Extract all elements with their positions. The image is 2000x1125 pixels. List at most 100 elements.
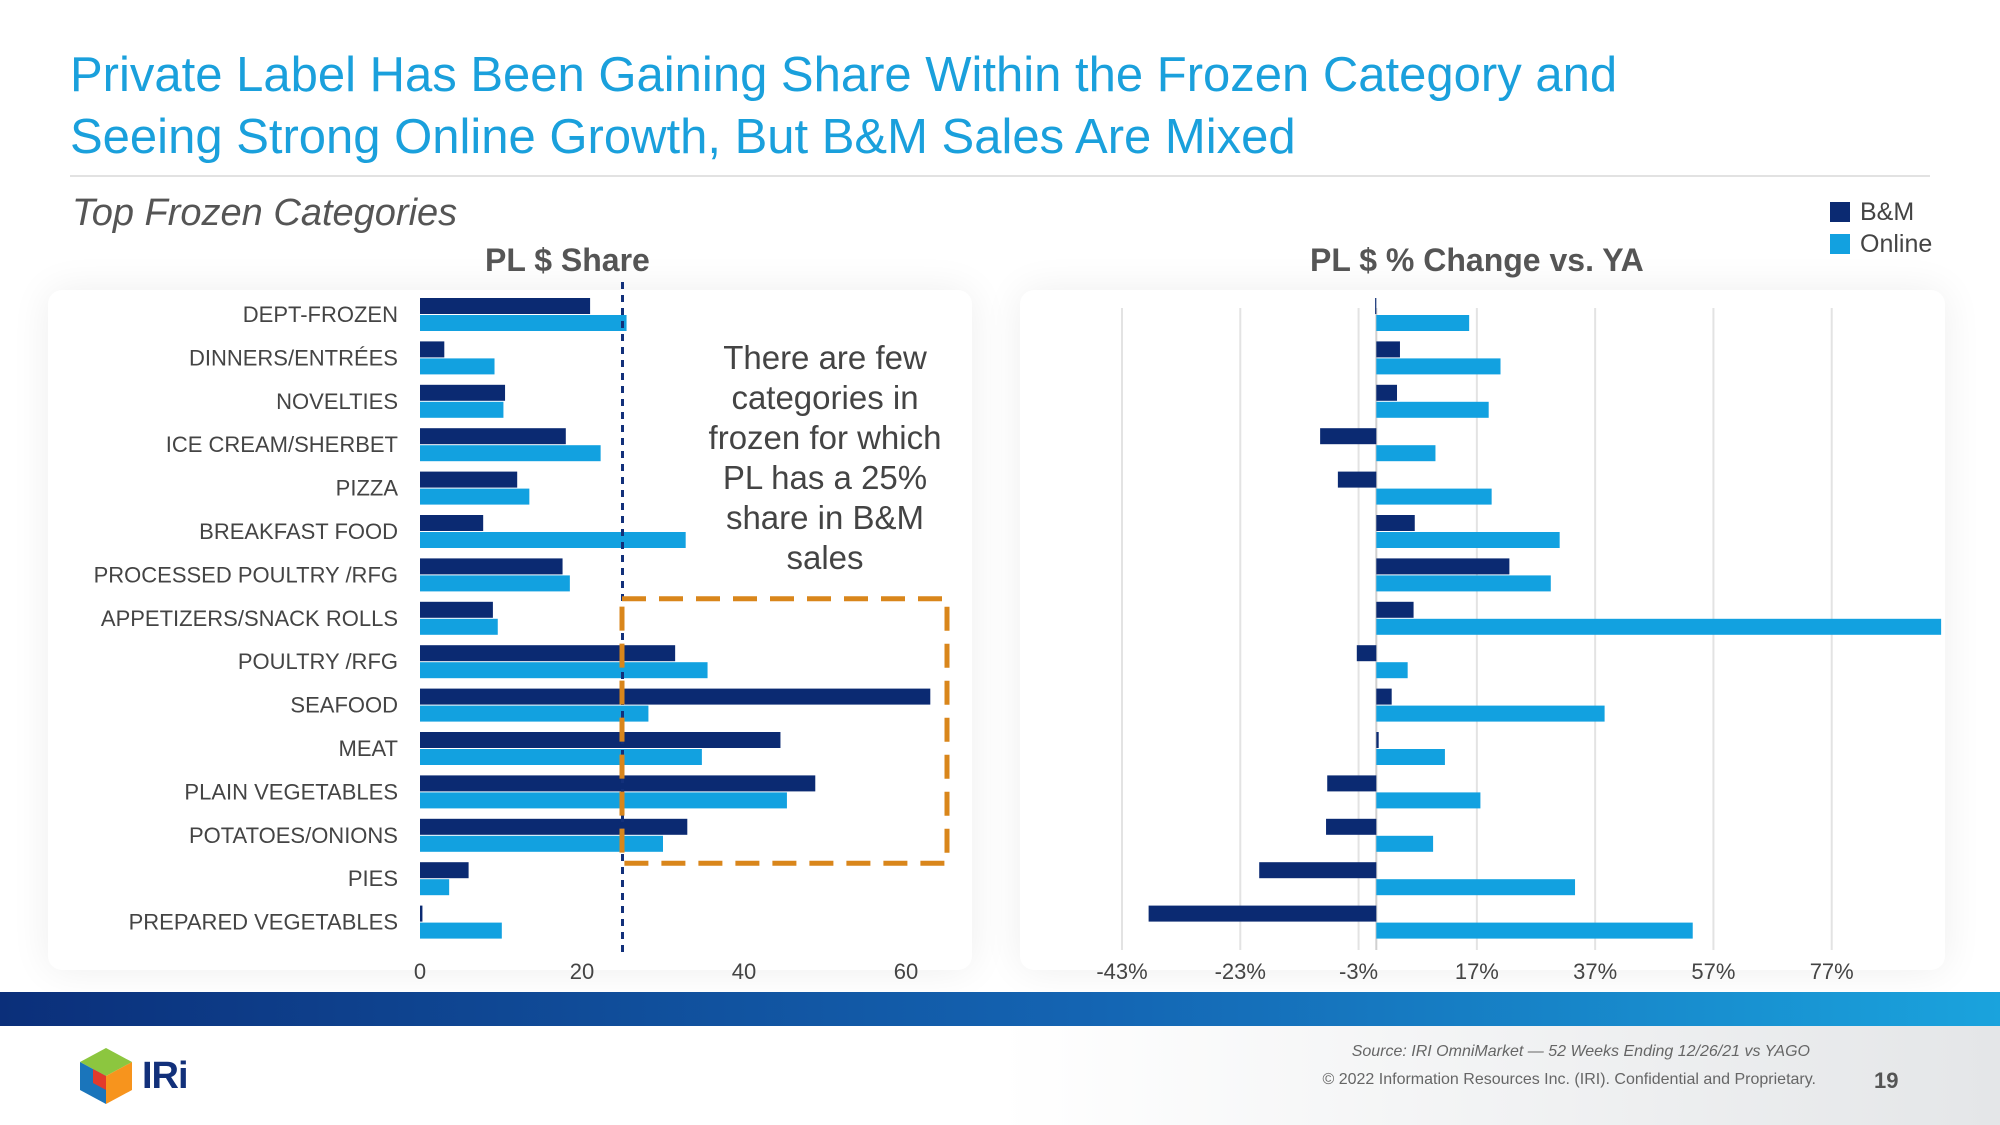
bar-bm bbox=[1376, 384, 1398, 401]
bar-bm bbox=[1376, 341, 1400, 358]
pl-change-chart: -43% -23% -3% 17% 37% 57% 77% bbox=[1096, 298, 1942, 984]
bar-online bbox=[1376, 662, 1408, 679]
bar-bm bbox=[1375, 298, 1377, 314]
bar-bm bbox=[420, 905, 423, 922]
bar-online bbox=[420, 445, 601, 462]
category-label: PIES bbox=[348, 866, 398, 891]
bar-online bbox=[420, 532, 686, 548]
x-tick-label: 57% bbox=[1691, 959, 1735, 984]
bar-online bbox=[1376, 618, 1942, 635]
bar-online bbox=[1376, 749, 1445, 765]
bar-bm bbox=[1327, 775, 1377, 792]
x-tick-label: 77% bbox=[1810, 959, 1854, 984]
x-tick-label: -43% bbox=[1096, 959, 1147, 984]
bar-online bbox=[1376, 488, 1492, 505]
category-label: MEAT bbox=[339, 736, 398, 761]
category-label: PREPARED VEGETABLES bbox=[129, 910, 398, 935]
x-tick-label: -3% bbox=[1339, 959, 1378, 984]
bar-bm bbox=[1376, 558, 1510, 575]
bar-bm bbox=[420, 645, 676, 662]
bar-bm bbox=[420, 688, 931, 705]
bar-online bbox=[1376, 705, 1605, 722]
bar-bm bbox=[420, 601, 493, 618]
iri-logo-text: IRi bbox=[142, 1054, 189, 1097]
bar-online bbox=[420, 749, 702, 765]
title-divider bbox=[70, 175, 1930, 177]
bar-online bbox=[420, 792, 787, 809]
legend-item-online: Online bbox=[1830, 228, 1932, 260]
iri-logo: IRi bbox=[78, 1046, 189, 1106]
bar-online bbox=[420, 835, 663, 852]
bar-online bbox=[1376, 315, 1470, 331]
x-tick-label: 0 bbox=[414, 959, 426, 984]
category-label: DINNERS/ENTRÉES bbox=[189, 345, 398, 370]
bar-bm bbox=[1376, 601, 1414, 618]
bar-bm bbox=[1337, 471, 1377, 488]
category-label: APPETIZERS/SNACK ROLLS bbox=[101, 606, 398, 631]
category-label: PROCESSED POULTRY /RFG bbox=[94, 562, 398, 587]
bar-online bbox=[1376, 879, 1576, 896]
bar-bm bbox=[1326, 818, 1377, 835]
page-title: Private Label Has Been Gaining Share Wit… bbox=[70, 48, 1618, 164]
bar-bm bbox=[420, 384, 506, 401]
bar-bm bbox=[1356, 645, 1377, 662]
x-tick-label: 37% bbox=[1573, 959, 1617, 984]
category-label: POTATOES/ONIONS bbox=[189, 823, 398, 848]
bar-bm bbox=[420, 775, 816, 792]
legend-label-online: Online bbox=[1860, 229, 1933, 258]
x-tick-label: 17% bbox=[1455, 959, 1499, 984]
category-label: ICE CREAM/SHERBET bbox=[166, 432, 398, 457]
bar-online bbox=[420, 315, 627, 331]
highlight-box bbox=[619, 596, 950, 866]
bar-bm bbox=[420, 341, 445, 358]
bar-bm bbox=[1376, 515, 1415, 531]
pl-share-chart: DEPT-FROZEN DINNERS/ENTRÉES NOVELTIES ICE C… bbox=[94, 282, 950, 984]
bar-online bbox=[1376, 922, 1693, 939]
category-label: POULTRY /RFG bbox=[238, 649, 398, 674]
bar-online bbox=[420, 662, 708, 679]
category-label: DEPT-FROZEN bbox=[243, 302, 398, 327]
legend-swatch-online bbox=[1830, 234, 1850, 254]
x-tick-label: -23% bbox=[1215, 959, 1266, 984]
legend-label-bm: B&M bbox=[1860, 197, 1915, 226]
bar-online bbox=[1376, 532, 1560, 548]
iri-cube-icon bbox=[80, 1048, 132, 1104]
x-tick-label: 20 bbox=[570, 959, 594, 984]
bar-online bbox=[420, 488, 530, 505]
bar-online bbox=[1376, 575, 1551, 592]
bar-bm bbox=[420, 558, 563, 575]
legend-item-bm: B&M bbox=[1830, 196, 1932, 228]
legend-swatch-bm bbox=[1830, 202, 1850, 222]
legend: B&M Online bbox=[1830, 196, 1932, 260]
bar-online bbox=[420, 705, 649, 722]
bar-online bbox=[1376, 358, 1501, 375]
bar-online bbox=[420, 618, 498, 635]
bar-bm bbox=[420, 298, 591, 314]
bar-bm bbox=[1259, 862, 1377, 879]
page-number: 19 bbox=[1874, 1068, 1899, 1093]
right-chart-title: PL $ % Change vs. YA bbox=[1310, 242, 1644, 278]
bar-bm bbox=[420, 732, 781, 748]
footer-area bbox=[0, 1026, 2000, 1125]
bar-online bbox=[420, 879, 450, 896]
bar-bm bbox=[420, 471, 518, 488]
category-label: BREAKFAST FOOD bbox=[199, 519, 398, 544]
subtitle: Top Frozen Categories bbox=[72, 192, 458, 234]
copyright-note: © 2022 Information Resources Inc. (IRI).… bbox=[1322, 1071, 1817, 1088]
bar-online bbox=[1376, 445, 1436, 462]
category-label: PLAIN VEGETABLES bbox=[184, 779, 398, 804]
bar-online bbox=[1376, 835, 1434, 852]
callout-text: There are few categories in frozen for w… bbox=[708, 339, 942, 576]
bar-online bbox=[1376, 401, 1489, 418]
x-tick-label: 60 bbox=[894, 959, 918, 984]
category-label: NOVELTIES bbox=[276, 389, 398, 414]
bar-bm bbox=[1376, 732, 1379, 748]
category-label: SEAFOOD bbox=[290, 693, 398, 718]
bar-bm bbox=[420, 862, 469, 879]
bar-bm bbox=[420, 428, 566, 445]
bar-online bbox=[420, 401, 504, 418]
x-tick-label: 40 bbox=[732, 959, 756, 984]
bar-online bbox=[420, 358, 495, 375]
bar-bm bbox=[1320, 428, 1377, 445]
bar-online bbox=[420, 575, 570, 592]
